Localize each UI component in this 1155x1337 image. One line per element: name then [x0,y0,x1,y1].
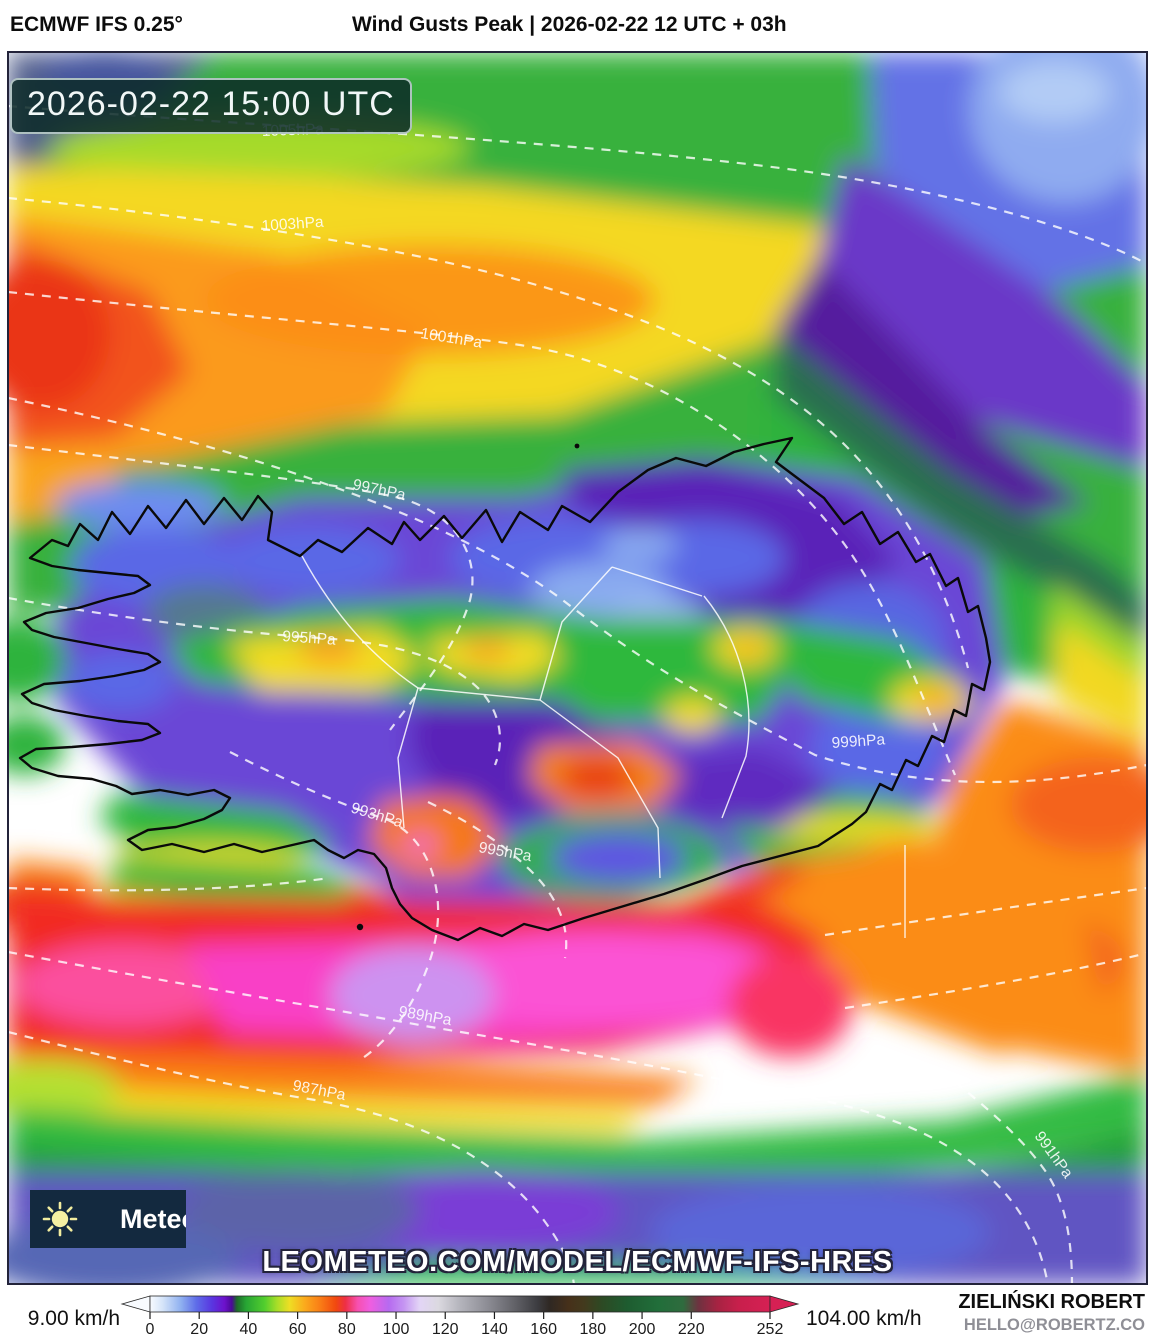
model-label: ECMWF IFS 0.25° [10,13,183,36]
page-title: Wind Gusts Peak | 2026-02-22 12 UTC + 03… [352,13,787,36]
svg-text:120: 120 [432,1321,459,1337]
svg-text:252: 252 [757,1321,784,1337]
map-canvas: 1005hPa1003hPa1001hPa997hPa995hPa993hPa9… [8,52,1147,1284]
logo-text: Meteo [120,1203,186,1234]
svg-text:20: 20 [190,1321,208,1337]
region-border-lines [301,555,906,938]
svg-text:160: 160 [530,1321,557,1337]
legend-colorbar: 0 20 40 60 80 100 120 140 160 180 200 220 252 [120,1295,800,1337]
svg-text:220: 220 [678,1321,705,1337]
meteo-logo: Meteo [30,1190,186,1248]
colorbar-left-arrow [120,1295,151,1313]
svg-text:180: 180 [580,1321,607,1337]
legend-min-label: 9.00 km/h [27,1307,120,1330]
attribution: ZIELIŃSKI ROBERT HELLO@ROBERTZ.CO [958,1291,1145,1335]
colorbar-ticks: 0 20 40 60 80 100 120 140 160 180 200 220 252 [146,1312,784,1337]
svg-text:40: 40 [240,1321,258,1337]
svg-text:200: 200 [629,1321,656,1337]
attribution-email: HELLO@ROBERTZ.CO [963,1316,1145,1334]
svg-text:60: 60 [289,1321,307,1337]
map-border [7,51,1148,1285]
svg-text:100: 100 [383,1321,410,1337]
sun-icon [42,1201,78,1237]
svg-text:995hPa: 995hPa [282,628,337,649]
timestamp-badge: 2026-02-22 15:00 UTC [10,78,412,134]
svg-text:140: 140 [481,1321,508,1337]
colorbar-right-arrow [769,1295,800,1313]
attribution-name: ZIELIŃSKI ROBERT [958,1291,1145,1313]
svg-text:0: 0 [146,1321,155,1337]
svg-text:80: 80 [338,1321,356,1337]
watermark-url: LEOMETEO.COM/MODEL/ECMWF-IFS-HRES [262,1246,893,1278]
isobar-lines [8,104,1147,1284]
svg-text:999hPa: 999hPa [831,731,886,752]
svg-text:1003hPa: 1003hPa [261,214,324,235]
iceland-coastline [18,436,992,942]
legend-max-label: 104.00 km/h [806,1307,922,1330]
